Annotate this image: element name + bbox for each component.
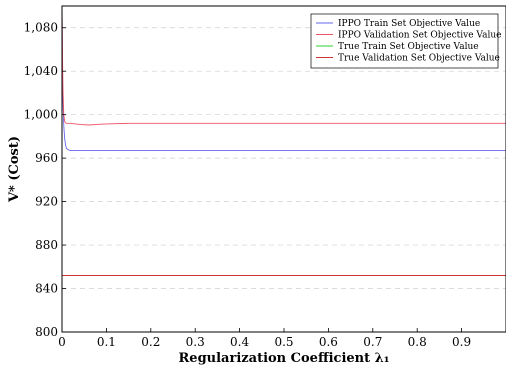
y-tick-label: 1,080 bbox=[24, 21, 58, 35]
legend-label: IPPO Train Set Objective Value bbox=[338, 19, 480, 29]
y-axis-label: V* (Cost) bbox=[7, 136, 22, 203]
legend-label: True Validation Set Objective Value bbox=[338, 54, 500, 64]
legend-box bbox=[310, 13, 499, 69]
y-tick-label: 880 bbox=[35, 238, 58, 252]
y-tick-label: 960 bbox=[35, 151, 58, 165]
x-axis-label: Regularization Coefficient λ₁ bbox=[179, 351, 390, 366]
tick-layer: 800 840 880 920 960 1,000 1,040 1,080 0 0.1 0.2 0.3… bbox=[24, 21, 472, 349]
x-tick-label: 0.6 bbox=[319, 335, 338, 349]
x-tick-label: 0.2 bbox=[141, 335, 160, 349]
y-tick-label: 1,000 bbox=[24, 108, 58, 122]
y-tick-label: 920 bbox=[35, 195, 58, 209]
x-tick-label: 0.9 bbox=[452, 335, 471, 349]
x-tick-label: 0.7 bbox=[363, 335, 382, 349]
x-tick-label: 0.4 bbox=[230, 335, 249, 349]
x-tick-label: 0.5 bbox=[274, 335, 293, 349]
legend: IPPO Train Set Objective Value IPPO Valid… bbox=[310, 13, 501, 69]
y-tick-label: 840 bbox=[35, 282, 58, 296]
y-tick-label: 1,040 bbox=[24, 64, 58, 78]
x-tick-label: 0.3 bbox=[186, 335, 205, 349]
legend-label: IPPO Validation Set Objective Value bbox=[338, 31, 501, 41]
x-tick-label: 0 bbox=[58, 335, 66, 349]
x-tick-label: 0.1 bbox=[97, 335, 116, 349]
legend-label: True Train Set Objective Value bbox=[338, 42, 479, 52]
y-tick-label: 800 bbox=[35, 325, 58, 339]
x-tick-label: 0.8 bbox=[408, 335, 427, 349]
